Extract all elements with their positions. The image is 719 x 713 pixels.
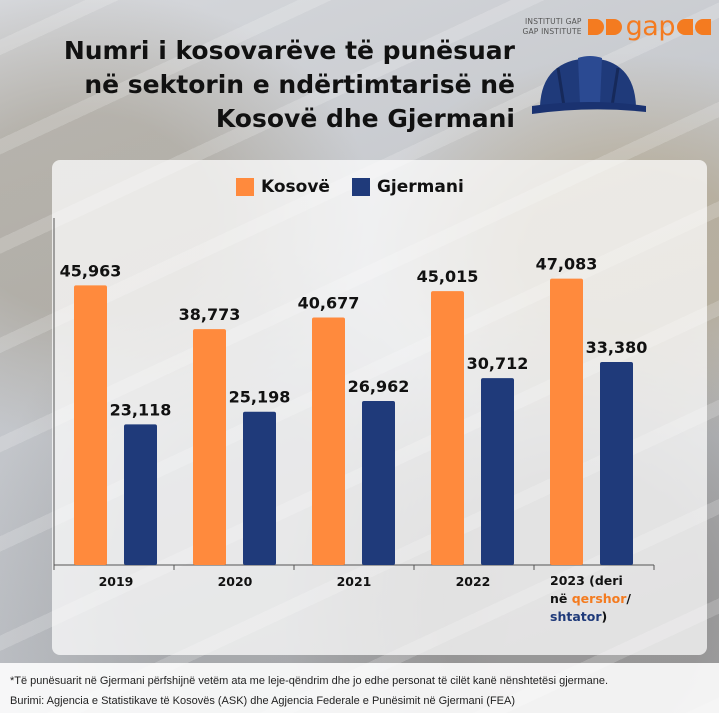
title-line-2: në sektorin e ndërtimtarisë në — [84, 70, 515, 99]
legend-swatch-kosove — [236, 178, 254, 196]
x-tick-label-2020: 2020 — [217, 574, 253, 589]
x-tick-label-2019: 2019 — [98, 574, 134, 589]
bar-kosovë-4 — [550, 278, 583, 565]
x-tick-label-2021: 2021 — [336, 574, 372, 589]
data-label-gjermani-0: 23,118 — [110, 400, 172, 419]
x-tick-2023-slash: / — [626, 591, 631, 606]
bar-kosovë-1 — [193, 329, 226, 565]
source-note: Burimi: Agjencia e Statistikave të Kosov… — [10, 695, 516, 707]
data-label-gjermani-2: 26,962 — [348, 377, 410, 396]
bar-kosovë-3 — [431, 291, 464, 565]
bar-kosovë-2 — [312, 317, 345, 565]
bar-gjermani-0 — [124, 424, 157, 565]
title-line-1: Numri i kosovarëve të punësuar — [63, 36, 515, 65]
gap-institute-logo: INSTITUTI GAP GAP INSTITUTE gap — [522, 10, 711, 44]
bar-gjermani-1 — [243, 411, 276, 565]
x-tick-2023-line-3: shtator) — [550, 608, 640, 626]
x-tick-2023-paren: ) — [601, 609, 608, 624]
x-tick-2023-prefix: në — [550, 591, 572, 606]
hard-hat-icon — [532, 56, 646, 114]
logo-dots-icon — [587, 19, 622, 35]
footnote: *Të punësuarit në Gjermani përfshijnë ve… — [10, 675, 609, 687]
data-label-kosovë-3: 45,015 — [417, 267, 479, 286]
logo-dots-right-icon — [677, 19, 711, 35]
bar-gjermani-4 — [600, 361, 633, 565]
legend-label-kosove: Kosovë — [261, 177, 330, 197]
logo-line-2: GAP INSTITUTE — [522, 27, 582, 36]
x-tick-label-2023: 2023 (deri në qershor/ shtator) — [550, 572, 640, 626]
legend-swatch-gjermani — [351, 178, 370, 196]
legend-item-kosove: Kosovë — [236, 177, 330, 197]
bar-kosovë-0 — [74, 285, 107, 565]
title-line-3: Kosovë dhe Gjermani — [215, 104, 515, 133]
chart-title: Numri i kosovarëve të punësuar në sektor… — [40, 34, 515, 136]
data-label-kosovë-0: 45,963 — [60, 261, 122, 280]
x-tick-2023-line-2: në qershor/ — [550, 590, 640, 608]
data-label-gjermani-3: 30,712 — [467, 354, 529, 373]
x-tick-2023-shtator: shtator — [550, 609, 602, 624]
bar-gjermani-3 — [481, 378, 514, 565]
bar-gjermani-2 — [362, 400, 395, 565]
legend-item-gjermani: Gjermani — [351, 177, 464, 197]
x-tick-2023-qershor: qershor — [571, 591, 627, 606]
logo-line-1: INSTITUTI GAP — [524, 17, 582, 26]
logo-wordmark: gap — [625, 11, 676, 42]
data-label-gjermani-4: 33,380 — [586, 338, 648, 357]
data-label-kosovë-2: 40,677 — [298, 294, 360, 313]
logo-text: INSTITUTI GAP GAP INSTITUTE — [522, 17, 581, 37]
legend-label-gjermani: Gjermani — [376, 177, 464, 197]
x-tick-2023-line-1: 2023 (deri — [550, 573, 623, 588]
footer-band — [0, 663, 719, 713]
legend: Kosovë Gjermani — [236, 177, 464, 197]
data-label-kosovë-4: 47,083 — [536, 255, 598, 274]
data-label-gjermani-1: 25,198 — [229, 388, 291, 407]
logo-mark: gap — [587, 11, 711, 42]
x-tick-label-2022: 2022 — [455, 574, 491, 589]
data-label-kosovë-1: 38,773 — [179, 305, 241, 324]
